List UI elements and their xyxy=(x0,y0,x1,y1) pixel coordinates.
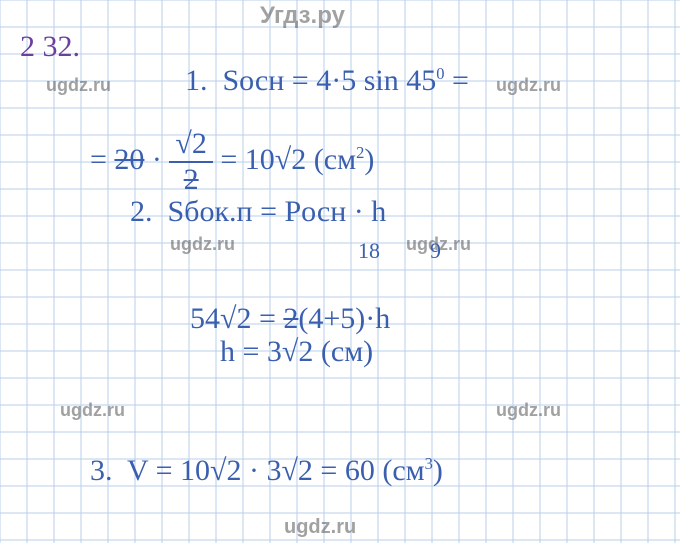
line-2-strike-20: 20 xyxy=(114,143,144,176)
line-1-eq: = xyxy=(444,64,468,97)
line-2-pre: = xyxy=(90,143,114,176)
line-6-exp: 3 xyxy=(425,454,433,473)
line-2-fraction: √22 xyxy=(169,129,212,195)
line-6-a: 3. V = 10√2 · 3√2 = 60 (см xyxy=(90,454,425,487)
line-6: 3. V = 10√2 · 3√2 = 60 (см3) xyxy=(60,420,443,522)
fraction-denominator: 2 xyxy=(169,163,212,195)
line-6-b: ) xyxy=(433,454,443,487)
line-2-close: ) xyxy=(364,143,374,176)
line-1-text: 1. Sосн = 4·5 sin 45 xyxy=(185,64,436,97)
problem-number: 2 32. xyxy=(20,30,80,64)
line-4-b: (4+5)·h xyxy=(298,302,390,335)
line-3-over-9: 9 xyxy=(430,238,441,264)
line-5: h = 3√2 (см) xyxy=(220,335,373,369)
fraction-numerator: √2 xyxy=(169,129,212,163)
line-3: 2. Sбок.п = Pосн · h xyxy=(130,195,386,229)
line-4-strike-2: 2 xyxy=(283,302,298,335)
line-2-dot: · xyxy=(144,143,169,176)
notebook-sheet: Угдз.ру ugdz.ru ugdz.ru ugdz.ru ugdz.ru … xyxy=(0,0,680,543)
line-3-over-18: 18 xyxy=(358,238,380,264)
line-2-post: = 10√2 (см xyxy=(213,143,356,176)
line-4-a: 54√2 = xyxy=(190,302,283,335)
